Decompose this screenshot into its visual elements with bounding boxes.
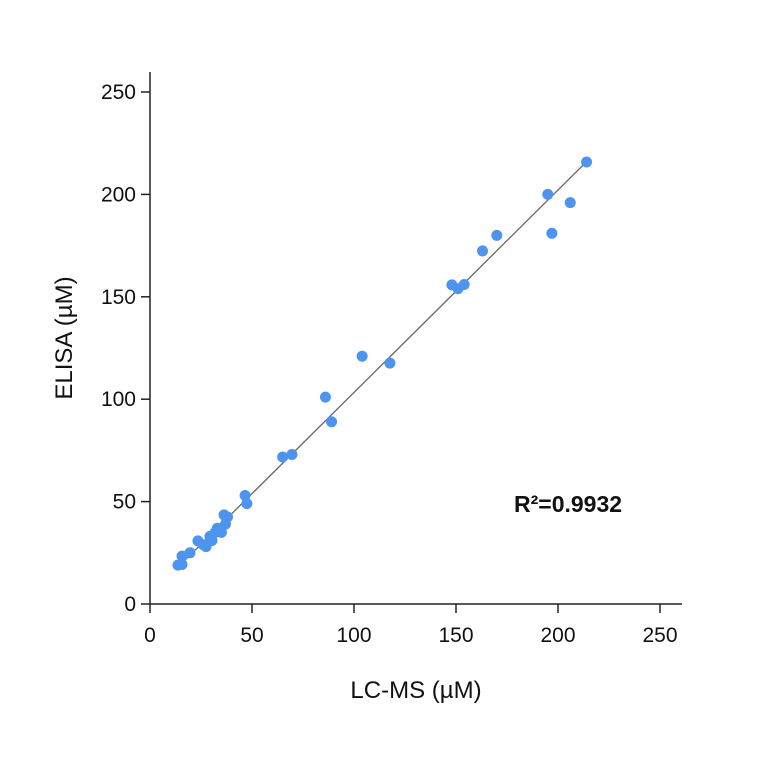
data-point [219,518,231,530]
x-axis-title: LC-MS (µM) [350,677,481,704]
data-points [172,156,593,571]
x-tick-label: 100 [336,624,371,647]
x-tick-label: 50 [240,624,263,647]
data-point [277,451,289,463]
data-point [384,357,396,369]
data-point [477,245,489,257]
data-point [491,229,503,241]
data-point [564,197,576,209]
y-tick-label: 200 [101,183,136,206]
data-point [546,227,558,239]
y-tick-label: 100 [101,388,136,411]
r-squared-annotation: R²=0.9932 [514,491,622,517]
data-point [319,391,331,403]
y-axis-title: ELISA (µM) [51,276,78,399]
data-point [356,350,368,362]
data-point [176,558,188,570]
data-point [581,156,593,168]
x-tick-label: 0 [144,624,156,647]
data-point [241,498,253,510]
data-point [326,416,338,428]
data-point [215,526,227,538]
y-tick-label: 50 [113,491,136,514]
y-tick-label: 150 [101,286,136,309]
data-point [239,489,251,501]
x-tick-label: 250 [642,624,677,647]
x-tick-label: 200 [540,624,575,647]
data-point [542,188,554,200]
data-point [458,279,470,291]
y-tick-label: 250 [101,81,136,104]
axes: 0 50 100 150 200 250 0 50 100 150 200 250 [101,72,682,647]
data-point [286,448,298,460]
data-point [184,547,196,559]
x-tick-label: 150 [438,624,473,647]
y-tick-label: 0 [124,593,136,616]
